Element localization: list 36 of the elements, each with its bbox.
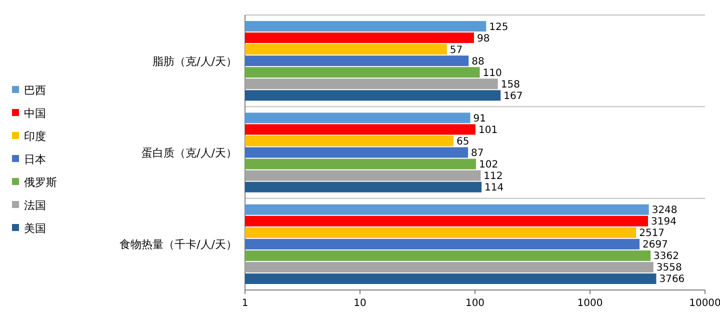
data-label: 102	[478, 160, 498, 171]
x-tick-label: 100	[465, 298, 485, 309]
data-label: 91	[473, 113, 486, 124]
data-label: 101	[478, 124, 498, 136]
data-label: 65	[456, 136, 470, 148]
data-label: 167	[504, 90, 523, 102]
data-label: 57	[450, 44, 463, 56]
data-label: 3248	[652, 205, 678, 216]
data-label: 3194	[651, 216, 676, 228]
legend-label: 中国	[24, 107, 46, 120]
data-label: 3362	[654, 251, 680, 262]
y-tick-label: 食物热量（千卡/人/天）	[120, 238, 237, 252]
x-tick-label: 1000	[577, 298, 603, 309]
data-label: 158	[500, 79, 520, 90]
data-label: 88	[472, 56, 484, 68]
legend-label: 法国	[24, 199, 46, 212]
data-label: 2697	[642, 240, 668, 251]
data-label: 2517	[639, 228, 665, 240]
data-label: 110	[482, 68, 502, 79]
data-label: 3766	[659, 274, 685, 286]
legend-label: 美国	[24, 222, 46, 235]
data-label: 87	[471, 148, 484, 159]
x-tick-label: 10	[354, 298, 366, 309]
x-tick-label: 1	[242, 298, 248, 309]
legend-label: 印度	[24, 130, 46, 143]
data-label: 125	[489, 22, 508, 33]
legend-label: 俄罗斯	[24, 176, 57, 189]
data-label: 3558	[656, 262, 682, 274]
data-label: 112	[484, 171, 503, 182]
y-tick-label: 脂肪（克/人/天）	[152, 54, 237, 68]
data-label: 114	[484, 182, 504, 194]
data-label: 98	[476, 33, 490, 44]
y-tick-label: 蛋白质（克/人/天）	[142, 146, 237, 160]
x-tick-label: 10000	[689, 298, 720, 309]
legend-label: 巴西	[24, 84, 46, 97]
legend-label: 日本	[24, 153, 46, 166]
